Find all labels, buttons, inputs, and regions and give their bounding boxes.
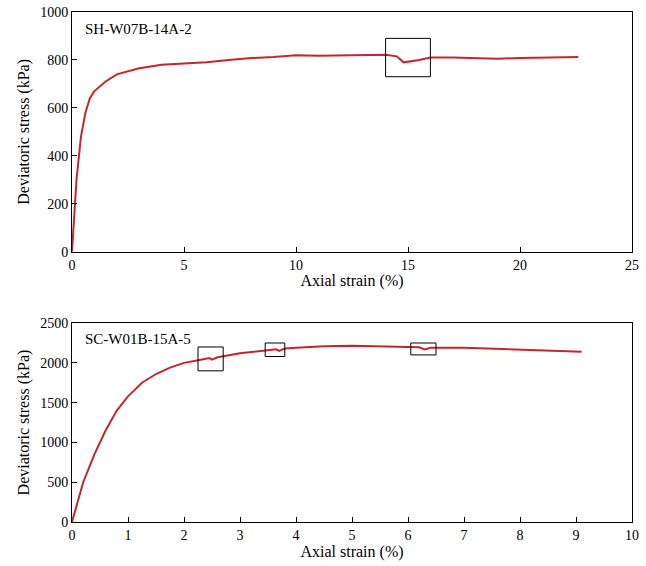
svg-text:3: 3 bbox=[237, 528, 244, 543]
svg-text:4: 4 bbox=[293, 528, 300, 543]
svg-text:0: 0 bbox=[61, 515, 68, 530]
svg-text:10: 10 bbox=[625, 528, 639, 543]
svg-text:5: 5 bbox=[349, 528, 356, 543]
svg-text:7: 7 bbox=[461, 528, 468, 543]
svg-text:15: 15 bbox=[401, 258, 415, 273]
svg-text:20: 20 bbox=[513, 258, 527, 273]
svg-text:1000: 1000 bbox=[40, 435, 68, 450]
svg-text:SH-W07B-14A-2: SH-W07B-14A-2 bbox=[85, 21, 192, 37]
svg-text:500: 500 bbox=[47, 475, 68, 490]
svg-text:2: 2 bbox=[181, 528, 188, 543]
svg-text:600: 600 bbox=[47, 101, 68, 116]
svg-text:800: 800 bbox=[47, 53, 68, 68]
svg-text:200: 200 bbox=[47, 197, 68, 212]
svg-text:0: 0 bbox=[61, 245, 68, 260]
svg-text:8: 8 bbox=[517, 528, 524, 543]
svg-text:6: 6 bbox=[405, 528, 412, 543]
svg-text:Axial strain (%): Axial strain (%) bbox=[300, 273, 403, 291]
svg-text:10: 10 bbox=[289, 258, 303, 273]
svg-text:Axial strain (%): Axial strain (%) bbox=[300, 543, 403, 561]
svg-text:400: 400 bbox=[47, 149, 68, 164]
svg-text:1500: 1500 bbox=[40, 396, 68, 411]
svg-text:2500: 2500 bbox=[40, 316, 68, 331]
svg-text:Deviatoric stress (kPa): Deviatoric stress (kPa) bbox=[15, 350, 33, 496]
svg-text:5: 5 bbox=[181, 258, 188, 273]
svg-text:25: 25 bbox=[625, 258, 639, 273]
svg-text:0: 0 bbox=[69, 258, 76, 273]
svg-text:0: 0 bbox=[69, 528, 76, 543]
svg-text:1000: 1000 bbox=[40, 5, 68, 20]
svg-text:9: 9 bbox=[573, 528, 580, 543]
svg-text:2000: 2000 bbox=[40, 356, 68, 371]
svg-text:Deviatoric stress (kPa): Deviatoric stress (kPa) bbox=[15, 59, 33, 205]
svg-text:1: 1 bbox=[125, 528, 132, 543]
svg-text:SC-W01B-15A-5: SC-W01B-15A-5 bbox=[85, 331, 191, 347]
